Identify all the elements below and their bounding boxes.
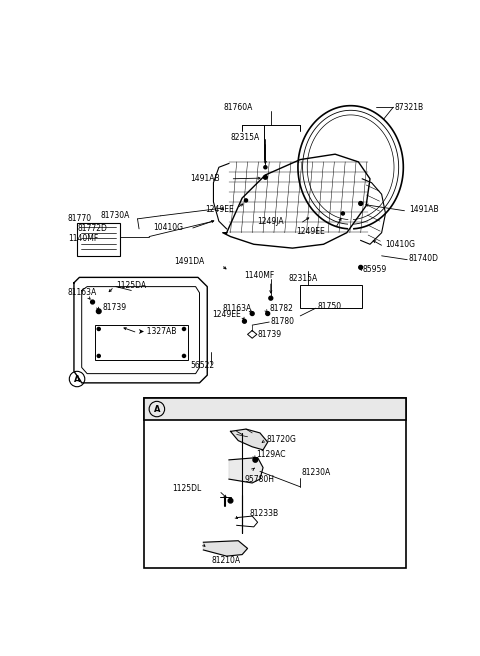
Polygon shape	[229, 458, 263, 483]
Circle shape	[182, 354, 186, 358]
Circle shape	[91, 300, 95, 304]
Text: 1129AC: 1129AC	[256, 450, 286, 459]
Circle shape	[359, 266, 362, 270]
Text: 1491AB: 1491AB	[409, 205, 438, 214]
Circle shape	[264, 166, 267, 169]
Text: 81780: 81780	[271, 317, 295, 326]
Polygon shape	[204, 541, 248, 556]
Circle shape	[359, 201, 362, 205]
Bar	[95, 325, 188, 359]
Text: 81782: 81782	[269, 304, 293, 313]
Text: 1140MF: 1140MF	[244, 272, 275, 280]
Bar	[77, 224, 120, 256]
Circle shape	[97, 327, 100, 331]
Text: 87321B: 87321B	[395, 103, 424, 112]
Text: 10410G: 10410G	[153, 223, 183, 232]
Text: 81163A: 81163A	[68, 288, 97, 297]
Text: 1249EE: 1249EE	[212, 310, 240, 319]
Circle shape	[244, 199, 248, 202]
Circle shape	[97, 354, 100, 358]
Text: 81760A: 81760A	[224, 104, 253, 112]
Text: 1125DA: 1125DA	[116, 281, 146, 289]
Text: 81230A: 81230A	[302, 468, 331, 478]
Circle shape	[96, 309, 101, 314]
Text: 81772D: 81772D	[77, 224, 107, 234]
Text: 81720G: 81720G	[266, 434, 296, 443]
Text: 56522: 56522	[190, 361, 215, 371]
Text: 81210A: 81210A	[211, 556, 240, 565]
Bar	[300, 285, 362, 308]
Circle shape	[242, 319, 246, 323]
Text: 1249EE: 1249EE	[296, 227, 325, 236]
Text: 10410G: 10410G	[385, 240, 416, 249]
Circle shape	[228, 499, 233, 503]
Bar	[144, 398, 406, 567]
Circle shape	[341, 212, 345, 215]
Text: 85959: 85959	[362, 265, 386, 274]
Text: 1125DL: 1125DL	[172, 484, 202, 493]
Text: 81740D: 81740D	[409, 254, 439, 262]
Text: A: A	[154, 405, 160, 413]
Circle shape	[269, 297, 273, 300]
Text: 81739: 81739	[258, 330, 282, 339]
Text: 1249JA: 1249JA	[258, 216, 284, 226]
Text: ➤ 1327AB: ➤ 1327AB	[137, 327, 176, 336]
Text: 1249EE: 1249EE	[206, 205, 234, 214]
Text: A: A	[74, 375, 80, 384]
Text: 81730A: 81730A	[100, 211, 130, 220]
Text: 81739: 81739	[103, 303, 127, 312]
Text: 1491AB: 1491AB	[190, 174, 220, 183]
Circle shape	[250, 312, 254, 316]
Text: 1491DA: 1491DA	[175, 257, 205, 266]
Circle shape	[253, 458, 258, 462]
Text: 82315A: 82315A	[230, 133, 260, 142]
Bar	[144, 398, 406, 420]
Circle shape	[266, 312, 270, 316]
Text: 81770: 81770	[68, 215, 92, 223]
Text: 81163A: 81163A	[223, 304, 252, 313]
Circle shape	[264, 175, 267, 179]
Polygon shape	[230, 429, 268, 450]
Text: 1140MF: 1140MF	[68, 234, 98, 243]
Text: 95780H: 95780H	[244, 475, 275, 483]
Text: 82315A: 82315A	[288, 274, 318, 283]
Circle shape	[182, 327, 186, 331]
Text: 81233B: 81233B	[250, 508, 279, 518]
Text: 81750: 81750	[317, 302, 341, 311]
